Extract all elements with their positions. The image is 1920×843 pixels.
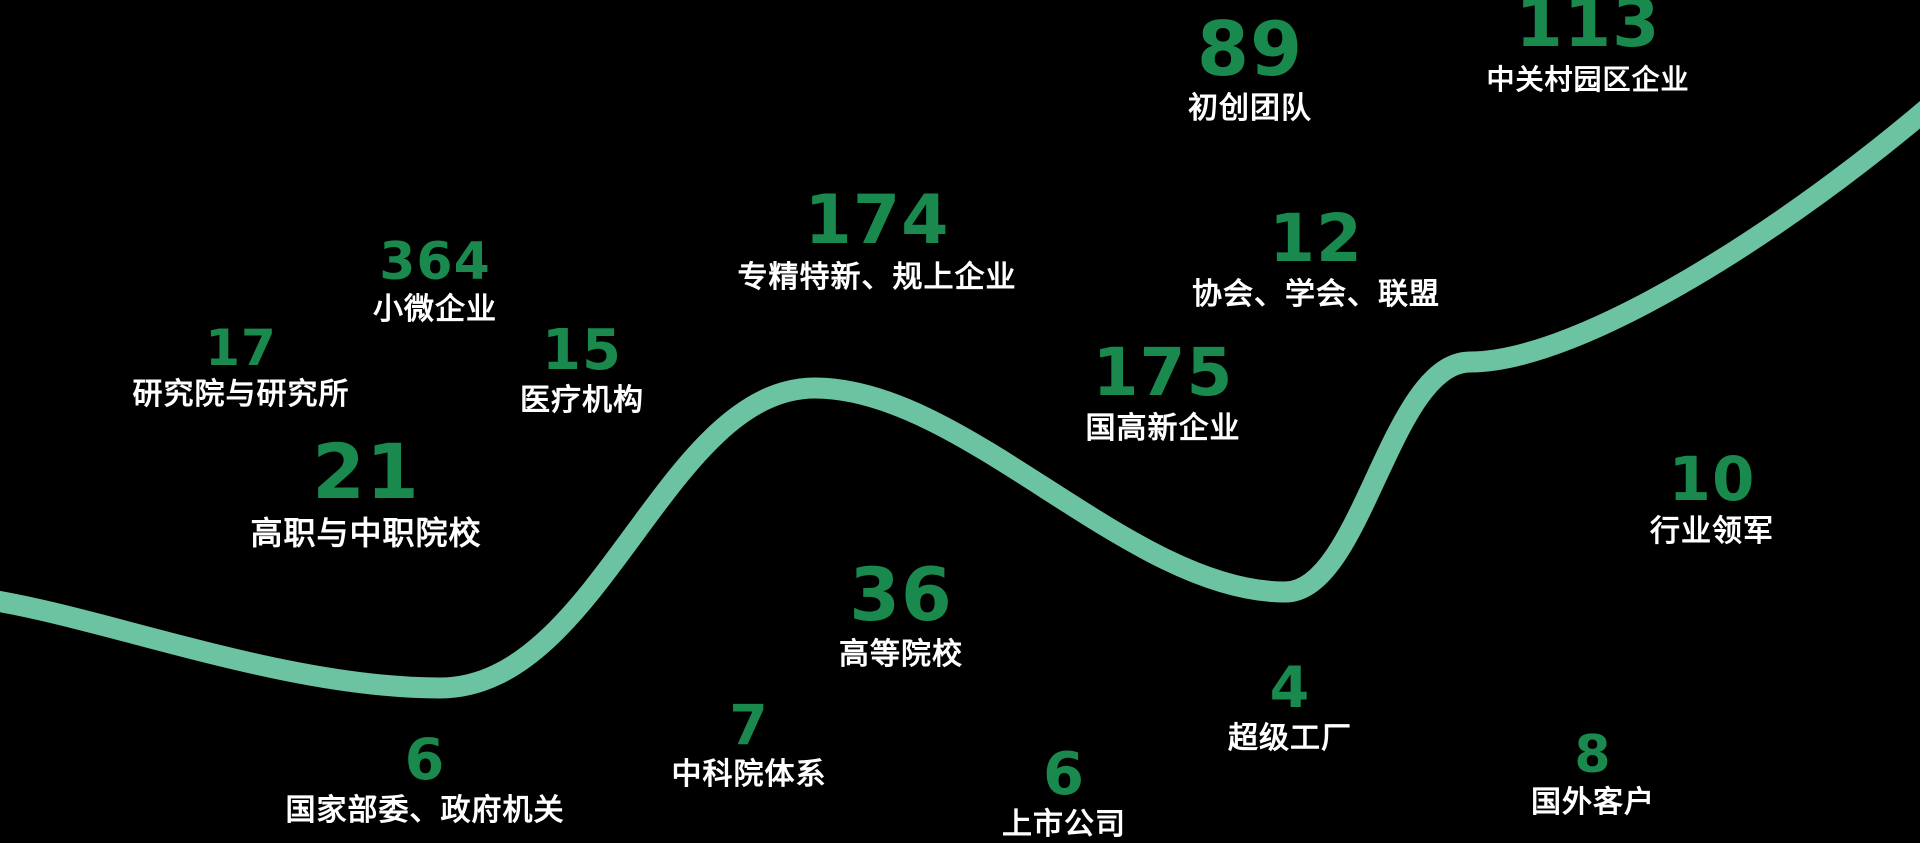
stat-item-vocational-colleges: 21 高职与中职院校 (250, 432, 481, 552)
stat-label: 行业领军 (1650, 514, 1774, 550)
stat-value: 7 (729, 693, 769, 757)
stat-value: 175 (1092, 334, 1234, 411)
stat-item-micro-enterprises: 364 小微企业 (373, 235, 497, 328)
stat-item-zhongguancun-enterprises: 113 中关村园区企业 (1486, 0, 1689, 96)
stat-value: 10 (1668, 444, 1756, 515)
stat-label: 中科院体系 (671, 757, 827, 793)
stat-value: 8 (1574, 725, 1612, 785)
stat-label: 专精特新、规上企业 (737, 259, 1017, 295)
stat-item-specialized-enterprises: 174 专精特新、规上企业 (737, 181, 1017, 296)
wave-path (0, 101, 1920, 699)
stat-value: 174 (804, 181, 950, 260)
stat-label: 医疗机构 (520, 383, 644, 419)
stat-label: 上市公司 (1002, 807, 1126, 843)
stat-value: 17 (205, 319, 277, 377)
stat-label: 国外客户 (1531, 785, 1655, 821)
stat-value: 12 (1269, 200, 1363, 277)
stat-label: 高职与中职院校 (250, 514, 482, 553)
stat-item-government-agencies: 6 国家部委、政府机关 (285, 727, 565, 829)
stat-value: 15 (542, 318, 622, 383)
stat-label: 中关村园区企业 (1486, 62, 1690, 96)
stat-item-overseas-clients: 8 国外客户 (1531, 728, 1655, 821)
stat-value: 6 (404, 727, 446, 793)
stat-item-national-hightech-enterprises: 175 国高新企业 (1085, 334, 1241, 447)
stat-item-research-institutes: 17 研究院与研究所 (133, 322, 350, 413)
stat-item-super-factories: 4 超级工厂 (1228, 655, 1352, 757)
stat-item-cas-system: 7 中科院体系 (671, 693, 827, 793)
stat-item-universities: 36 高等院校 (839, 558, 963, 673)
stat-value: 364 (379, 232, 491, 292)
stat-item-startup-teams: 89 初创团队 (1188, 10, 1312, 127)
stat-label: 研究院与研究所 (132, 377, 350, 412)
stat-label: 高等院校 (839, 636, 963, 672)
stat-label: 国家部委、政府机关 (285, 793, 565, 829)
stat-item-listed-companies: 6 上市公司 (1002, 743, 1126, 843)
stat-item-medical-institutions: 15 医疗机构 (520, 318, 644, 419)
stat-value: 36 (849, 553, 953, 638)
stat-label: 协会、学会、联盟 (1192, 276, 1440, 312)
stat-label: 国高新企业 (1085, 410, 1241, 446)
stat-label: 超级工厂 (1228, 721, 1352, 757)
stat-label: 小微企业 (373, 292, 497, 328)
stat-value: 89 (1196, 5, 1304, 93)
stat-item-associations-alliances: 12 协会、学会、联盟 (1192, 200, 1440, 313)
stat-value: 6 (1042, 739, 1086, 808)
stat-label: 初创团队 (1188, 91, 1312, 126)
stat-item-industry-leaders: 10 行业领军 (1650, 448, 1774, 550)
stat-value: 4 (1269, 655, 1311, 721)
stat-value: 113 (1515, 0, 1661, 63)
stat-value: 21 (312, 427, 420, 516)
